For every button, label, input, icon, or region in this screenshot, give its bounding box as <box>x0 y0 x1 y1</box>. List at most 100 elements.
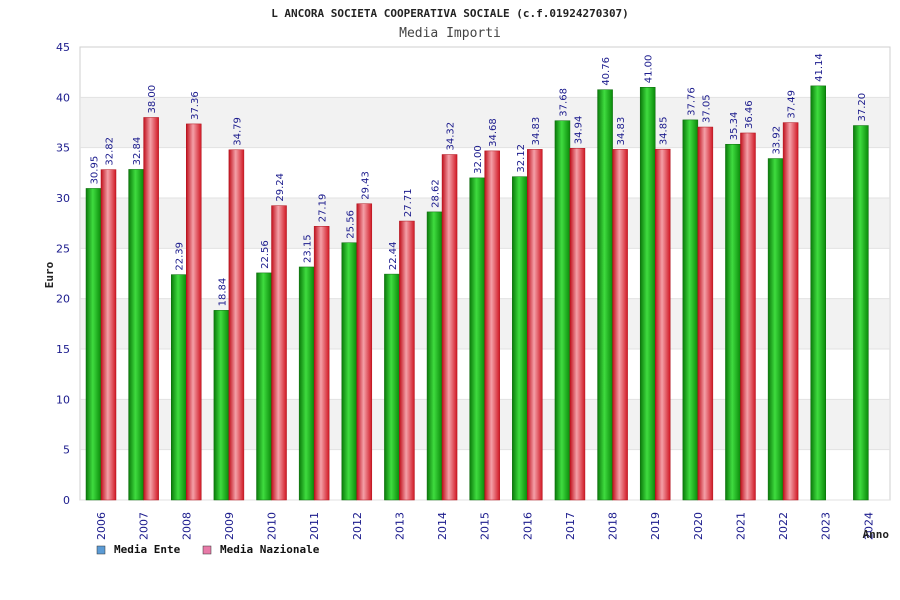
data-label: 34.68 <box>488 118 499 147</box>
y-tick-label: 30 <box>56 192 70 205</box>
y-axis-label: Euro <box>43 261 56 288</box>
bar-media-ente-2022 <box>767 158 784 501</box>
bar-media-nazionale-2017 <box>569 148 586 501</box>
y-tick-label: 25 <box>56 242 70 255</box>
bar-media-nazionale-2009 <box>228 149 245 501</box>
x-tick-label: 2006 <box>95 512 108 540</box>
data-label: 37.05 <box>701 94 712 123</box>
x-tick-label: 2007 <box>138 512 151 540</box>
bar-media-ente-2007 <box>128 169 144 501</box>
bar-media-ente-2011 <box>298 266 315 501</box>
x-tick-label: 2022 <box>777 512 790 540</box>
y-tick-label: 15 <box>56 343 70 356</box>
x-axis-label: Anno <box>863 528 890 541</box>
data-label: 29.43 <box>360 171 371 200</box>
x-tick-label: 2024 <box>862 512 875 540</box>
bar-media-ente-2006 <box>85 188 102 501</box>
x-axis: 2006 2007 2008 2009 2010 2011 2012 2013 2014 2015… <box>95 512 875 540</box>
y-tick-label: 20 <box>56 293 70 306</box>
data-label: 32.82 <box>105 137 116 166</box>
data-label: 34.79 <box>232 117 243 146</box>
y-axis: 0 5 10 15 20 25 30 35 40 45 <box>56 41 70 507</box>
data-label: 37.76 <box>686 87 697 116</box>
bar-media-ente-2023 <box>810 85 826 501</box>
data-label: 23.15 <box>303 234 314 263</box>
data-label: 18.84 <box>217 278 228 307</box>
chart-title: L ANCORA SOCIETA COOPERATIVA SOCIALE (c.… <box>271 7 629 20</box>
bar-media-ente-2020 <box>682 119 699 501</box>
x-tick-label: 2020 <box>692 512 705 540</box>
bar-media-ente-2009 <box>213 310 230 501</box>
bar-media-ente-2013 <box>384 273 400 501</box>
x-tick-label: 2016 <box>521 512 534 540</box>
data-label: 29.24 <box>275 173 286 202</box>
bar-media-nazionale-2013 <box>399 220 415 501</box>
data-label: 34.85 <box>659 117 670 146</box>
data-label: 22.44 <box>388 241 399 270</box>
y-tick-label: 0 <box>63 494 70 507</box>
data-label: 34.83 <box>531 117 542 146</box>
bar-media-nazionale-2011 <box>313 226 330 501</box>
x-tick-label: 2021 <box>734 512 747 540</box>
bar-media-nazionale-2012 <box>356 203 373 501</box>
data-label: 34.32 <box>446 122 457 151</box>
data-label: 22.39 <box>175 242 186 271</box>
data-label: 35.34 <box>729 112 740 141</box>
data-label: 37.20 <box>857 93 868 122</box>
x-tick-label: 2009 <box>223 512 236 540</box>
bar-media-ente-2008 <box>171 274 187 501</box>
data-label: 41.14 <box>814 53 825 82</box>
bar-media-nazionale-2010 <box>271 205 287 501</box>
x-tick-label: 2012 <box>351 512 364 540</box>
y-tick-label: 5 <box>63 444 70 457</box>
data-label: 37.68 <box>558 88 569 117</box>
bar-media-ente-2010 <box>256 272 272 501</box>
data-label: 32.12 <box>516 144 527 173</box>
data-label: 30.95 <box>90 156 101 185</box>
bar-media-ente-2024 <box>853 125 869 501</box>
bar-media-ente-2016 <box>512 176 528 501</box>
legend-swatch-media-ente <box>96 545 106 555</box>
bar-media-nazionale-2007 <box>143 117 159 501</box>
bar-media-nazionale-2016 <box>527 149 543 501</box>
bars: 30.95 32.82 32.84 38.00 22.39 37.36 18.84 34.79… <box>85 53 869 501</box>
bar-media-ente-2019 <box>639 87 656 501</box>
x-tick-label: 2013 <box>393 512 406 540</box>
data-label: 33.92 <box>772 126 783 155</box>
bar-media-nazionale-2022 <box>782 122 799 501</box>
x-tick-label: 2010 <box>266 512 279 540</box>
x-tick-label: 2014 <box>436 512 449 540</box>
bar-media-nazionale-2006 <box>100 169 117 501</box>
bar-media-nazionale-2008 <box>186 123 202 501</box>
data-label: 22.56 <box>260 240 271 269</box>
chart-subtitle: Media Importi <box>399 26 501 41</box>
x-tick-label: 2011 <box>308 512 321 540</box>
data-label: 27.71 <box>403 188 414 217</box>
bar-media-nazionale-2014 <box>441 154 458 501</box>
data-label: 32.84 <box>132 137 143 166</box>
x-tick-label: 2023 <box>820 512 833 540</box>
y-tick-label: 35 <box>56 142 70 155</box>
bar-media-ente-2014 <box>426 211 443 501</box>
data-label: 37.36 <box>190 91 201 120</box>
x-tick-label: 2015 <box>479 512 492 540</box>
bar-media-nazionale-2018 <box>612 149 628 501</box>
x-tick-label: 2008 <box>180 512 193 540</box>
data-label: 36.46 <box>744 100 755 129</box>
data-label: 25.56 <box>345 210 356 239</box>
data-label: 41.00 <box>644 55 655 84</box>
legend-label-media-nazionale: Media Nazionale <box>220 543 320 556</box>
data-label: 32.00 <box>473 145 484 174</box>
x-tick-label: 2019 <box>649 512 662 540</box>
bar-media-ente-2021 <box>725 143 741 501</box>
bar-media-ente-2015 <box>469 177 485 501</box>
legend-label-media-ente: Media Ente <box>114 543 181 556</box>
y-tick-label: 40 <box>56 91 70 104</box>
legend-swatch-media-nazionale <box>202 545 212 555</box>
bar-media-ente-2017 <box>554 120 571 501</box>
bar-media-nazionale-2015 <box>484 150 500 501</box>
bar-media-nazionale-2019 <box>654 148 671 501</box>
data-label: 34.94 <box>573 116 584 145</box>
x-tick-label: 2017 <box>564 512 577 540</box>
